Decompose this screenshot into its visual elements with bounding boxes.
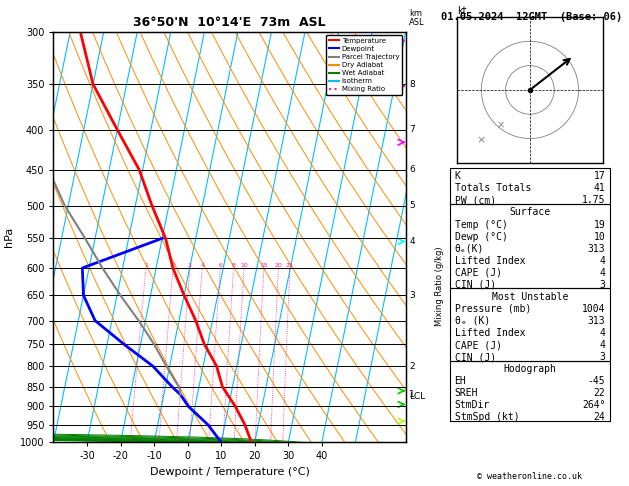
Text: 19: 19 [594, 220, 605, 229]
Text: ×: × [477, 136, 486, 145]
Text: Dewp (°C): Dewp (°C) [455, 231, 508, 242]
Text: 15: 15 [260, 263, 268, 268]
Text: 5: 5 [409, 201, 415, 210]
Title: 36°50'N  10°14'E  73m  ASL: 36°50'N 10°14'E 73m ASL [133, 16, 326, 29]
Text: Totals Totals: Totals Totals [455, 183, 531, 193]
Text: kt: kt [457, 6, 467, 16]
Text: 3: 3 [188, 263, 192, 268]
Text: K: K [455, 171, 460, 181]
Text: 3: 3 [599, 352, 605, 362]
Text: 4: 4 [409, 237, 415, 246]
Bar [450, 168, 610, 204]
Text: Mixing Ratio (g/kg): Mixing Ratio (g/kg) [435, 246, 443, 326]
Text: 4: 4 [599, 268, 605, 278]
Text: SREH: SREH [455, 388, 478, 399]
Text: CIN (J): CIN (J) [455, 280, 496, 290]
Text: StmSpd (kt): StmSpd (kt) [455, 413, 519, 422]
Text: 10: 10 [594, 231, 605, 242]
Text: 10: 10 [240, 263, 248, 268]
Text: 2: 2 [171, 263, 175, 268]
Text: CAPE (J): CAPE (J) [455, 268, 501, 278]
Text: Hodograph: Hodograph [503, 364, 557, 374]
Text: © weatheronline.co.uk: © weatheronline.co.uk [477, 472, 582, 481]
Text: km
ASL: km ASL [409, 9, 425, 28]
Text: 2: 2 [409, 362, 415, 371]
Text: 41: 41 [594, 183, 605, 193]
Bar [450, 361, 610, 421]
Text: 1: 1 [144, 263, 148, 268]
Text: Most Unstable: Most Unstable [492, 292, 568, 302]
Text: 25: 25 [286, 263, 294, 268]
Text: Pressure (mb): Pressure (mb) [455, 304, 531, 314]
Text: 22: 22 [594, 388, 605, 399]
Legend: Temperature, Dewpoint, Parcel Trajectory, Dry Adiabat, Wet Adiabat, Isotherm, Mi: Temperature, Dewpoint, Parcel Trajectory… [326, 35, 402, 95]
Text: 4: 4 [599, 328, 605, 338]
Text: 17: 17 [594, 171, 605, 181]
Text: ×: × [497, 121, 505, 131]
Bar [450, 204, 610, 288]
Text: 1: 1 [409, 390, 415, 399]
Text: 1.75: 1.75 [582, 195, 605, 206]
Text: LCL: LCL [409, 392, 425, 401]
Text: 264°: 264° [582, 400, 605, 410]
Text: PW (cm): PW (cm) [455, 195, 496, 206]
Text: CIN (J): CIN (J) [455, 352, 496, 362]
Text: Lifted Index: Lifted Index [455, 256, 525, 266]
Text: 6: 6 [218, 263, 222, 268]
Text: 01.05.2024  12GMT  (Base: 06): 01.05.2024 12GMT (Base: 06) [441, 12, 622, 22]
Text: CAPE (J): CAPE (J) [455, 340, 501, 350]
Text: 4: 4 [200, 263, 204, 268]
Text: 6: 6 [409, 165, 415, 174]
Text: -45: -45 [587, 376, 605, 386]
Text: 8: 8 [409, 80, 415, 88]
Text: 313: 313 [587, 243, 605, 254]
Text: 24: 24 [594, 413, 605, 422]
Bar [450, 288, 610, 361]
Text: 3: 3 [409, 291, 415, 300]
Text: 7: 7 [409, 125, 415, 134]
X-axis label: Dewpoint / Temperature (°C): Dewpoint / Temperature (°C) [150, 467, 309, 477]
Text: EH: EH [455, 376, 466, 386]
Text: 8: 8 [231, 263, 235, 268]
Text: Lifted Index: Lifted Index [455, 328, 525, 338]
Text: 1004: 1004 [582, 304, 605, 314]
Y-axis label: hPa: hPa [4, 227, 14, 247]
Text: θₑ (K): θₑ (K) [455, 316, 490, 326]
Text: 4: 4 [599, 340, 605, 350]
Text: 3: 3 [599, 280, 605, 290]
Text: 20: 20 [274, 263, 282, 268]
Text: 4: 4 [599, 256, 605, 266]
Text: Surface: Surface [509, 208, 550, 217]
Text: 313: 313 [587, 316, 605, 326]
Text: StmDir: StmDir [455, 400, 490, 410]
Text: Temp (°C): Temp (°C) [455, 220, 508, 229]
Text: θₑ(K): θₑ(K) [455, 243, 484, 254]
